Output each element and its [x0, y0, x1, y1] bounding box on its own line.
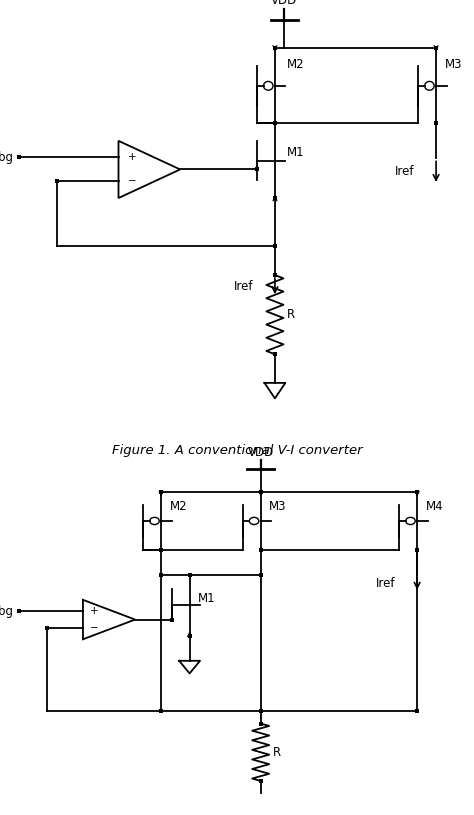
Text: Iref: Iref	[234, 280, 254, 293]
Text: Figure 1. A conventional V-I converter: Figure 1. A conventional V-I converter	[112, 444, 362, 456]
Text: R: R	[273, 746, 281, 759]
Text: M1: M1	[198, 592, 216, 605]
Text: Vbg: Vbg	[0, 605, 14, 618]
Text: M1: M1	[287, 146, 304, 159]
Text: Iref: Iref	[395, 165, 415, 178]
Text: VDD: VDD	[247, 446, 274, 459]
Text: −: −	[91, 623, 99, 632]
Text: M2: M2	[287, 58, 304, 71]
Text: VDD: VDD	[271, 0, 298, 7]
Text: −: −	[128, 177, 137, 187]
Text: M3: M3	[269, 500, 287, 513]
Text: R: R	[287, 308, 295, 321]
Text: +: +	[128, 152, 137, 162]
Text: M4: M4	[426, 500, 443, 513]
Text: M3: M3	[445, 58, 462, 71]
Text: Vbg: Vbg	[0, 151, 14, 164]
Text: M2: M2	[170, 500, 187, 513]
Text: Iref: Iref	[376, 577, 396, 590]
Text: +: +	[91, 606, 99, 616]
